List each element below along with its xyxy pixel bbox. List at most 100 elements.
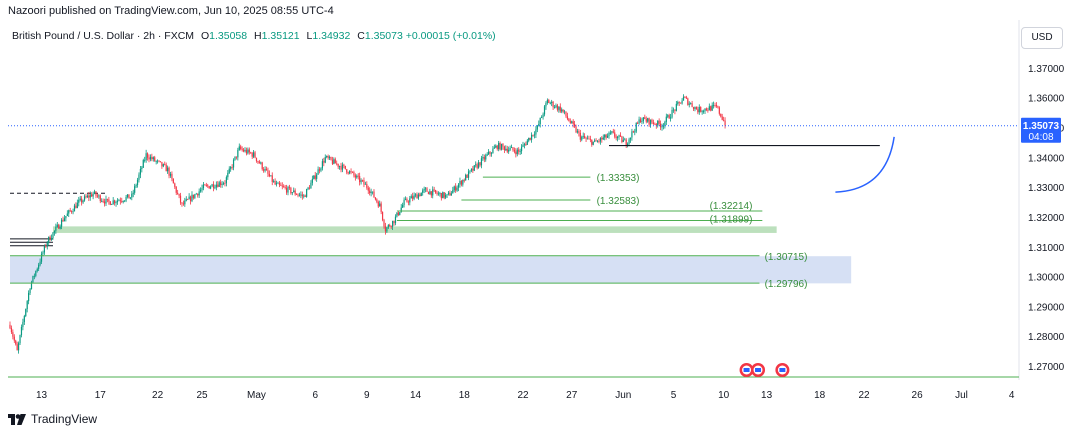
symbol-name[interactable]: British Pound / U.S. Dollar · 2h · FXCM xyxy=(12,30,195,42)
candle-body xyxy=(81,198,83,203)
candle-body xyxy=(353,172,355,176)
candle-body xyxy=(247,149,249,154)
candle-body xyxy=(19,335,21,344)
candle-body xyxy=(231,167,233,168)
candle-body xyxy=(189,196,192,202)
candle-body xyxy=(624,139,626,141)
candle-body xyxy=(158,160,160,162)
candle-body xyxy=(403,199,405,205)
candle-body xyxy=(467,171,470,178)
candle-body xyxy=(331,159,334,164)
candle-body xyxy=(392,220,394,227)
candle-body xyxy=(39,261,41,265)
candle-body xyxy=(442,192,444,199)
candle-body xyxy=(343,164,345,166)
candle-body xyxy=(436,192,438,194)
candle-body xyxy=(267,170,269,174)
candle-body xyxy=(515,151,517,155)
low-value: 1.34932 xyxy=(312,30,351,42)
candle-body xyxy=(300,194,302,196)
x-tick-label: 26 xyxy=(912,390,924,401)
candle-body xyxy=(678,102,680,104)
candle-body xyxy=(369,190,371,194)
candle-body xyxy=(625,139,627,146)
candle-body xyxy=(263,169,265,171)
candle-body xyxy=(618,135,620,137)
candle-body xyxy=(102,200,104,202)
candle-body xyxy=(708,106,710,111)
candle-body xyxy=(159,161,162,163)
candle-body xyxy=(393,220,395,224)
candle-body xyxy=(701,111,703,113)
candle-body xyxy=(268,173,270,177)
candle-body xyxy=(328,156,331,159)
x-tick-label: 6 xyxy=(312,390,318,401)
candle-body xyxy=(175,186,177,193)
candle-body xyxy=(124,200,126,202)
candle-body xyxy=(539,117,541,125)
candle-body xyxy=(677,102,679,104)
candle-body xyxy=(535,129,537,135)
candle-body xyxy=(270,175,272,177)
candle-body xyxy=(569,121,571,123)
event-icon-flag xyxy=(779,368,786,372)
candle-body xyxy=(287,186,289,193)
candle-body xyxy=(440,193,442,199)
candle-body xyxy=(76,202,78,209)
x-tick-label: 10 xyxy=(718,390,730,401)
candle-body xyxy=(85,196,87,198)
candle-body xyxy=(122,201,124,202)
candle-body xyxy=(306,189,308,197)
candle-body xyxy=(338,166,341,167)
currency-button[interactable]: USD xyxy=(1021,27,1063,49)
candle-body xyxy=(698,107,700,113)
candle-body xyxy=(151,156,153,160)
candle-body xyxy=(512,147,514,151)
candle-body xyxy=(167,167,169,172)
high-label: H xyxy=(254,30,262,42)
candle-body xyxy=(500,144,503,150)
candle-body xyxy=(105,198,107,204)
candle-body xyxy=(449,192,451,196)
candle-body xyxy=(28,292,30,302)
x-tick-label: May xyxy=(247,390,266,401)
candle-body xyxy=(634,131,636,133)
high-value: 1.35121 xyxy=(261,30,300,42)
candle-body xyxy=(609,132,612,134)
candle-body xyxy=(495,145,497,148)
candle-body xyxy=(261,162,263,170)
candle-body xyxy=(700,107,702,112)
candle-body xyxy=(668,115,670,119)
candle-body xyxy=(208,186,210,189)
candle-body xyxy=(242,149,245,152)
candle-body xyxy=(187,199,189,201)
candle-body xyxy=(114,200,116,204)
candle-body xyxy=(595,140,597,142)
candle-body xyxy=(381,211,384,220)
candle-body xyxy=(414,194,417,196)
candle-body xyxy=(313,175,315,179)
tradingview-brand[interactable]: TradingView xyxy=(8,412,97,426)
candle-body xyxy=(257,161,259,162)
candle-body xyxy=(541,117,543,118)
candle-body xyxy=(604,134,606,138)
candle-body xyxy=(79,198,81,201)
candle-body xyxy=(185,199,187,201)
candle-body xyxy=(386,227,388,232)
candle-body xyxy=(463,179,465,181)
candle-body xyxy=(350,171,352,172)
green-zone xyxy=(52,226,777,233)
candle-body xyxy=(680,102,682,104)
candle-body xyxy=(112,200,114,205)
candle-body xyxy=(490,153,493,155)
symbol-legend: British Pound / U.S. Dollar · 2h · FXCM … xyxy=(12,30,496,42)
candle-body xyxy=(457,184,460,188)
candle-body xyxy=(631,131,633,138)
candle-body xyxy=(93,191,96,194)
candle-body xyxy=(697,109,699,113)
candle-body xyxy=(513,150,516,152)
candle-body xyxy=(556,105,559,110)
candle-body xyxy=(692,106,695,109)
candle-body xyxy=(215,184,217,188)
